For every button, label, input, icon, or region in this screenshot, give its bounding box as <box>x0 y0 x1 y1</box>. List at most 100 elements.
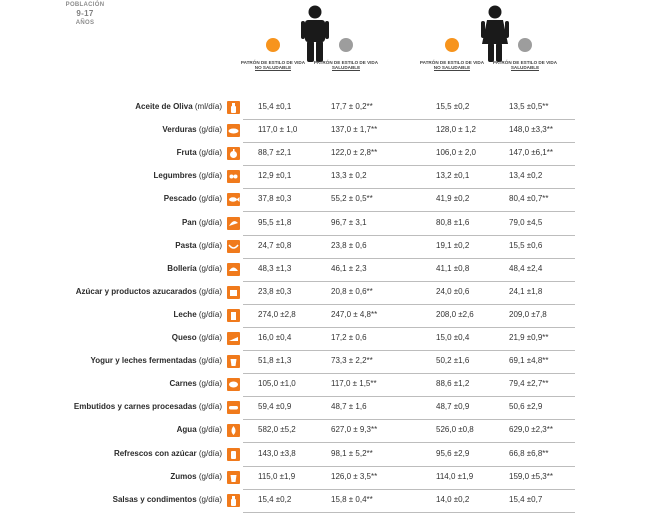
column-label: PATRÓN DE ESTILO DE VIDA SALUDABLE <box>311 60 381 72</box>
value-cell: 24,1 ±1,8 <box>509 286 543 296</box>
value-cell: 128,0 ± 1,2 <box>436 125 476 135</box>
fish-icon <box>227 193 240 207</box>
legumes-icon <box>227 170 240 184</box>
row-divider <box>243 303 575 305</box>
value-cell: 59,4 ±0,9 <box>258 402 292 412</box>
row-divider <box>243 326 575 328</box>
value-cell: 126,0 ± 3,5** <box>331 471 378 481</box>
value-cell: 15,4 ±0,2 <box>258 494 292 504</box>
table-row: Azúcar y productos azucarados (g/día) 23,… <box>0 282 650 305</box>
unhealthy-dot-icon <box>445 38 459 52</box>
food-unit: (g/día) <box>198 494 222 504</box>
table-row: Queso (g/día) 16,0 ±0,4 17,2 ± 0,6 15,0 ±0,… <box>0 328 650 351</box>
oil-bottle-icon <box>227 101 240 114</box>
food-unit: (g/día) <box>198 217 222 227</box>
food-name: Pan <box>181 217 197 227</box>
column-label: PATRÓN DE ESTILO DE VIDA NO SALUDABLE <box>417 60 487 72</box>
food-unit: (g/día) <box>198 356 222 366</box>
table-row: Legumbres (g/día) 12,9 ±0,1 13,3 ± 0,2 13,2… <box>0 166 650 190</box>
value-cell: 137,0 ± 1,7** <box>331 125 378 135</box>
value-cell: 629,0 ±2,3** <box>509 425 553 435</box>
value-cell: 627,0 ± 9,3** <box>331 425 378 435</box>
food-name: Salsas y condimentos <box>112 494 197 504</box>
row-divider <box>243 350 575 351</box>
value-cell: 582,0 ±5,2 <box>258 425 296 435</box>
food-unit: (ml/día) <box>194 102 222 111</box>
value-cell: 95,5 ±1,8 <box>258 217 292 227</box>
food-unit: (g/día) <box>198 448 222 458</box>
value-cell: 122,0 ± 2,8** <box>331 148 378 158</box>
value-cell: 13,3 ± 0,2 <box>331 171 367 181</box>
food-name: Legumbres <box>153 171 197 181</box>
value-cell: 115,0 ±1,9 <box>258 471 296 481</box>
value-cell: 117,0 ± 1,0 <box>258 125 298 135</box>
food-unit: (g/día) <box>198 425 222 435</box>
value-cell: 41,1 ±0,8 <box>436 263 470 273</box>
food-unit: (g/día) <box>198 171 222 181</box>
column-header-girls-healthy: PATRÓN DE ESTILO DE VIDA SALUDABLE <box>490 38 560 72</box>
value-cell: 16,0 ±0,4 <box>258 333 292 342</box>
yogurt-icon <box>227 355 240 369</box>
column-label: PATRÓN DE ESTILO DE VIDA NO SALUDABLE <box>238 60 308 72</box>
value-cell: 95,6 ±2,9 <box>436 448 470 458</box>
food-unit: (g/día) <box>198 125 222 135</box>
table-row: Embutidos y carnes procesadas (g/día) 59,… <box>0 397 650 421</box>
row-divider <box>243 211 575 213</box>
row-divider <box>243 442 575 444</box>
cheese-icon <box>227 332 240 345</box>
food-name: Agua <box>176 425 197 435</box>
value-cell: 13,4 ±0,2 <box>509 171 543 181</box>
value-cell: 66,8 ±6,8** <box>509 448 549 458</box>
value-cell: 21,9 ±0,9** <box>509 333 549 342</box>
food-label: Bollería (g/día) <box>167 264 222 273</box>
soda-icon <box>227 447 240 461</box>
food-name: Azúcar y productos azucarados <box>75 286 197 296</box>
bread-icon <box>227 216 240 230</box>
vegetables-icon <box>227 124 240 138</box>
value-cell: 20,8 ± 0,6** <box>331 286 373 296</box>
row-divider <box>243 280 575 282</box>
value-cell: 80,4 ±0,7** <box>509 194 549 204</box>
food-label: Carnes (g/día) <box>170 379 222 388</box>
value-cell: 88,6 ±1,2 <box>436 379 470 389</box>
value-cell: 13,5 ±0,5** <box>509 102 549 111</box>
food-label: Pan (g/día) <box>182 218 222 227</box>
value-cell: 526,0 ±0,8 <box>436 425 474 435</box>
food-label: Pescado (g/día) <box>164 194 222 203</box>
value-cell: 23,8 ± 0,6 <box>331 240 367 250</box>
column-label-bottom: SALUDABLE <box>510 65 540 72</box>
value-cell: 48,4 ±2,4 <box>509 263 543 273</box>
food-unit: (g/día) <box>198 333 222 342</box>
boy-icon <box>300 5 330 68</box>
food-label: Zumos (g/día) <box>170 472 222 481</box>
pastry-icon <box>227 262 240 276</box>
value-cell: 12,9 ±0,1 <box>258 171 292 181</box>
value-cell: 19,1 ±0,2 <box>436 240 470 250</box>
value-cell: 24,0 ±0,6 <box>436 286 470 296</box>
value-cell: 13,2 ±0,1 <box>436 171 470 181</box>
population-age-range: 9-17 <box>76 9 94 18</box>
table-row: Leche (g/día) 274,0 ±2,8 247,0 ± 4,8** 208,… <box>0 305 650 328</box>
table-row: Yogur y leches fermentadas (g/día) 51,8 ±… <box>0 351 650 375</box>
juice-icon <box>227 470 240 484</box>
row-divider <box>243 419 575 421</box>
table-row: Bollería (g/día) 48,3 ±1,3 46,1 ± 2,3 41,1 … <box>0 259 650 282</box>
food-unit: (g/día) <box>198 286 222 296</box>
table-row: Refrescos con azúcar (g/día) 143,0 ±3,8 98… <box>0 444 650 467</box>
food-label: Embutidos y carnes procesadas (g/día) <box>74 402 222 411</box>
value-cell: 15,5 ±0,2 <box>436 102 470 111</box>
food-label: Aceite de Oliva (ml/día) <box>135 102 222 111</box>
row-divider <box>243 142 575 144</box>
row-divider <box>243 234 575 236</box>
value-cell: 17,7 ± 0,2** <box>331 102 373 111</box>
value-cell: 247,0 ± 4,8** <box>331 309 378 319</box>
food-name: Fruta <box>176 148 197 158</box>
table-row: Carnes (g/día) 105,0 ±1,0 117,0 ± 1,5** 88,… <box>0 374 650 398</box>
value-cell: 209,0 ±7,8 <box>509 309 547 319</box>
value-cell: 98,1 ± 5,2** <box>331 448 373 458</box>
sausage-icon <box>227 401 240 415</box>
column-label-bottom: NO SALUDABLE <box>254 65 292 72</box>
food-name: Yogur y leches fermentadas <box>90 356 197 366</box>
row-divider <box>243 373 575 375</box>
value-cell: 46,1 ± 2,3 <box>331 263 367 273</box>
